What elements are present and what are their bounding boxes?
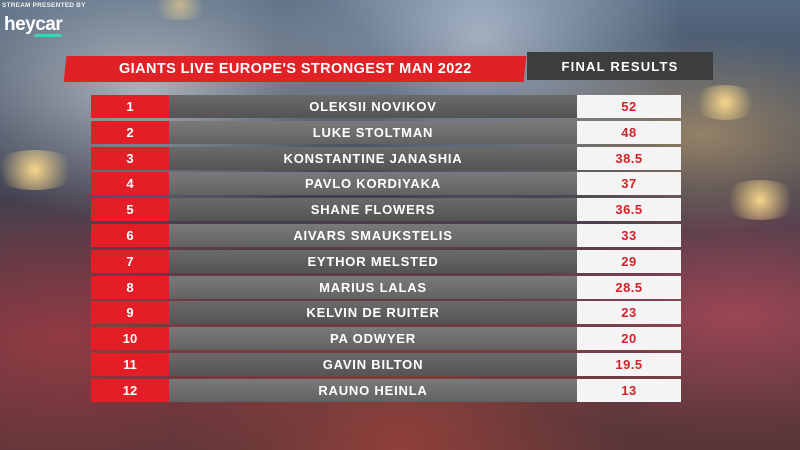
arena-light (0, 150, 80, 190)
athlete-points: 48 (577, 120, 681, 144)
sponsor-block: STREAM PRESENTED BY heycar (2, 0, 85, 40)
sponsor-caption: STREAM PRESENTED BY (2, 2, 86, 9)
athlete-name: EYTHOR MELSTED (169, 249, 577, 273)
result-row: 8 MARIUS LALAS 28.5 (91, 275, 683, 299)
athlete-name: SHANE FLOWERS (169, 198, 577, 222)
results-header: GIANTS LIVE EUROPE'S STRONGEST MAN 2022 … (63, 52, 715, 84)
result-row: 1 OLEKSII NOVIKOV 52 (91, 95, 683, 118)
result-row: 11 GAVIN BILTON 19.5 (91, 352, 683, 376)
result-row: 3 KONSTANTINE JANASHIA 38.5 (91, 146, 683, 170)
result-row: 2 LUKE STOLTMAN 48 (91, 120, 683, 144)
result-rank: 3 (91, 146, 169, 170)
athlete-points: 20 (577, 327, 681, 351)
athlete-name: PA ODWYER (169, 327, 577, 351)
athlete-name: OLEKSII NOVIKOV (169, 95, 577, 118)
athlete-name: PAVLO KORDIYAKA (169, 172, 577, 196)
athlete-points: 36.5 (577, 198, 681, 222)
sponsor-logo-underline (34, 34, 62, 37)
athlete-points: 38.5 (577, 146, 681, 170)
athlete-points: 19.5 (577, 352, 681, 376)
result-rank: 6 (91, 223, 169, 247)
result-rank: 7 (91, 249, 169, 273)
athlete-points: 13 (577, 378, 681, 402)
final-results-label: FINAL RESULTS (527, 52, 713, 80)
result-row: 12 RAUNO HEINLA 13 (91, 378, 683, 402)
athlete-name: LUKE STOLTMAN (169, 120, 577, 144)
result-row: 9 KELVIN DE RUITER 23 (91, 301, 683, 325)
athlete-points: 52 (577, 95, 681, 118)
result-rank: 11 (91, 352, 169, 376)
sponsor-logo: heycar (4, 14, 63, 35)
athlete-name: RAUNO HEINLA (169, 378, 577, 402)
athlete-points: 33 (577, 223, 681, 247)
result-row: 5 SHANE FLOWERS 36.5 (91, 198, 683, 222)
athlete-name: AIVARS SMAUKSTELIS (169, 223, 577, 247)
result-row: 4 PAVLO KORDIYAKA 37 (91, 172, 683, 196)
result-rank: 2 (91, 120, 169, 144)
athlete-points: 29 (577, 249, 681, 273)
result-rank: 1 (91, 95, 169, 118)
result-row: 6 AIVARS SMAUKSTELIS 33 (91, 223, 683, 247)
arena-light (690, 85, 760, 120)
result-row: 7 EYTHOR MELSTED 29 (91, 249, 683, 273)
result-rank: 5 (91, 198, 169, 222)
result-row: 10 PA ODWYER 20 (91, 327, 683, 351)
event-title: GIANTS LIVE EUROPE'S STRONGEST MAN 2022 (63, 56, 527, 82)
arena-light (150, 0, 210, 20)
result-rank: 10 (91, 327, 169, 351)
athlete-points: 37 (577, 172, 681, 196)
results-table: 1 OLEKSII NOVIKOV 52 2 LUKE STOLTMAN 48 3 KONST… (91, 95, 683, 405)
athlete-points: 28.5 (577, 275, 681, 299)
result-rank: 9 (91, 301, 169, 325)
athlete-name: MARIUS LALAS (169, 275, 577, 299)
athlete-points: 23 (577, 301, 681, 325)
arena-light (720, 180, 800, 220)
result-rank: 4 (91, 172, 169, 196)
athlete-name: KONSTANTINE JANASHIA (169, 146, 577, 170)
result-rank: 8 (91, 275, 169, 299)
event-title-text: GIANTS LIVE EUROPE'S STRONGEST MAN 2022 (118, 61, 472, 77)
athlete-name: KELVIN DE RUITER (169, 301, 577, 325)
athlete-name: GAVIN BILTON (169, 352, 577, 376)
result-rank: 12 (91, 378, 169, 402)
